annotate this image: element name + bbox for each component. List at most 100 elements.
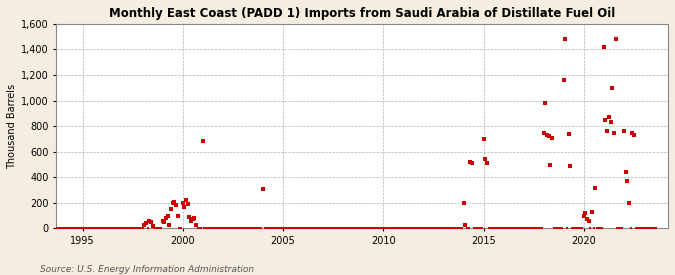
Point: [396, 226, 407, 231]
Point: [360, 226, 371, 231]
Point: [379, 226, 390, 231]
Point: [545, 162, 556, 167]
Point: [547, 136, 558, 140]
Point: [593, 226, 604, 231]
Point: [196, 226, 207, 231]
Point: [582, 217, 593, 222]
Point: [179, 205, 190, 209]
Point: [59, 226, 70, 231]
Point: [291, 226, 302, 231]
Point: [252, 226, 263, 231]
Point: [77, 226, 88, 231]
Point: [89, 226, 100, 231]
Point: [627, 130, 638, 135]
Point: [537, 226, 547, 231]
Point: [313, 226, 323, 231]
Point: [609, 130, 620, 135]
Point: [443, 226, 454, 231]
Point: [164, 222, 175, 227]
Point: [134, 226, 144, 231]
Point: [219, 226, 230, 231]
Point: [351, 226, 362, 231]
Point: [363, 226, 374, 231]
Point: [209, 226, 220, 231]
Point: [435, 226, 446, 231]
Point: [574, 226, 585, 231]
Point: [348, 226, 358, 231]
Point: [448, 226, 459, 231]
Point: [398, 226, 409, 231]
Point: [86, 226, 97, 231]
Point: [595, 226, 606, 231]
Point: [248, 226, 259, 231]
Point: [615, 226, 626, 231]
Point: [80, 226, 91, 231]
Point: [104, 226, 115, 231]
Point: [63, 226, 74, 231]
Point: [249, 226, 260, 231]
Point: [431, 226, 442, 231]
Point: [318, 226, 329, 231]
Point: [466, 161, 477, 166]
Point: [416, 226, 427, 231]
Point: [329, 226, 340, 231]
Point: [628, 133, 639, 137]
Point: [199, 226, 210, 231]
Point: [229, 226, 240, 231]
Point: [577, 226, 588, 231]
Point: [565, 164, 576, 168]
Point: [309, 226, 320, 231]
Point: [231, 226, 242, 231]
Point: [256, 226, 267, 231]
Point: [321, 226, 332, 231]
Point: [99, 226, 109, 231]
Point: [69, 226, 80, 231]
Point: [44, 226, 55, 231]
Point: [421, 226, 432, 231]
Point: [189, 216, 200, 220]
Point: [377, 226, 387, 231]
Point: [617, 226, 628, 231]
Point: [223, 226, 234, 231]
Point: [171, 203, 182, 208]
Point: [176, 226, 186, 231]
Point: [106, 226, 117, 231]
Point: [610, 37, 621, 42]
Point: [71, 226, 82, 231]
Point: [296, 226, 307, 231]
Point: [468, 226, 479, 231]
Point: [572, 226, 583, 231]
Point: [585, 226, 596, 231]
Point: [51, 226, 61, 231]
Point: [618, 129, 629, 133]
Point: [286, 226, 297, 231]
Point: [643, 226, 654, 231]
Point: [542, 133, 553, 137]
Point: [299, 226, 310, 231]
Point: [221, 226, 232, 231]
Point: [122, 226, 133, 231]
Point: [315, 226, 325, 231]
Point: [271, 226, 282, 231]
Point: [510, 226, 520, 231]
Point: [650, 226, 661, 231]
Point: [261, 226, 272, 231]
Point: [137, 226, 148, 231]
Point: [96, 226, 107, 231]
Point: [548, 226, 559, 231]
Point: [346, 226, 357, 231]
Point: [217, 226, 228, 231]
Point: [386, 226, 397, 231]
Point: [495, 226, 506, 231]
Point: [129, 226, 140, 231]
Point: [288, 226, 298, 231]
Point: [513, 226, 524, 231]
Point: [518, 226, 529, 231]
Point: [308, 226, 319, 231]
Point: [342, 226, 352, 231]
Point: [188, 217, 198, 222]
Point: [555, 226, 566, 231]
Point: [523, 226, 534, 231]
Point: [441, 226, 452, 231]
Point: [564, 132, 574, 136]
